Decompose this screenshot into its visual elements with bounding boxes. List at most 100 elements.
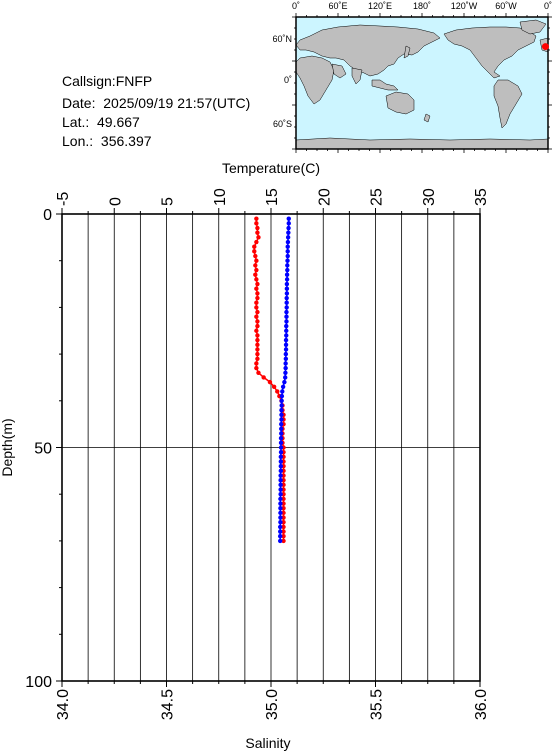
series-1-point [283, 351, 289, 357]
series-0-point [253, 272, 258, 277]
series-1-point [283, 347, 289, 352]
map-land-8 [443, 26, 537, 79]
station-marker [541, 43, 549, 51]
series-1-point [284, 291, 290, 296]
series-1-point [278, 463, 284, 469]
series-0-point [255, 347, 260, 352]
series-1-point [277, 538, 283, 544]
series-1-point [279, 421, 284, 427]
series-1-point [286, 216, 291, 221]
series-1-point [278, 477, 283, 483]
series-0-point [275, 389, 280, 394]
series-1-point [285, 249, 290, 254]
series-1-point [285, 263, 290, 268]
map-lon-label: 60˚E [328, 1, 347, 11]
series-0-point [255, 309, 260, 315]
series-0-point [254, 216, 259, 221]
left-axis-title: Depth(m) [0, 418, 15, 476]
series-1-point [277, 524, 283, 530]
series-1-point [283, 365, 288, 371]
series-1-point [278, 510, 283, 516]
map-land-11 [295, 137, 549, 150]
series-1-point [284, 333, 289, 338]
top-axis-tick-label: 35 [473, 188, 490, 206]
series-1-point [283, 337, 289, 343]
series-1-point [283, 356, 289, 361]
series-1-point [278, 440, 284, 446]
series-0-point [255, 342, 260, 347]
bottom-axis-tick-label: 34.0 [55, 689, 72, 720]
series-1-point [284, 305, 289, 310]
series-1-point [278, 501, 283, 506]
series-0-point [253, 253, 258, 259]
series-0-point [255, 291, 260, 296]
series-0-point [281, 524, 286, 530]
series-1-point [278, 473, 283, 478]
left-axis-tick-label: 0 [43, 207, 52, 224]
series-1-point [284, 300, 289, 305]
map-land-0 [295, 24, 441, 77]
series-0-point [252, 249, 257, 254]
series-1-point [284, 277, 290, 282]
series-0-point [255, 319, 260, 324]
top-axis-tick-label: 30 [421, 188, 438, 206]
series-0-point [281, 538, 286, 544]
series-1-point [278, 435, 284, 441]
series-0-point [281, 501, 286, 506]
series-0-point [254, 286, 259, 291]
series-1-point [286, 230, 291, 235]
series-1-point [284, 323, 289, 329]
map-lon-label: 0˚ [292, 1, 300, 11]
series-1-point [279, 412, 284, 418]
series-1-point [278, 506, 283, 511]
callsign-text: Callsign:FNFP [62, 73, 153, 89]
map-lon-label: 0˚ [544, 1, 552, 11]
series-0-point [254, 258, 259, 263]
series-1-point [279, 403, 284, 408]
map-land-4 [371, 79, 399, 91]
series-0-point [255, 225, 260, 231]
series-1-point [278, 496, 283, 502]
series-0-point [255, 281, 260, 287]
top-axis-tick-label: -5 [55, 192, 72, 206]
series-1-point [278, 449, 284, 455]
series-0-point [271, 384, 277, 389]
series-0-point [281, 510, 286, 516]
series-1-point [279, 407, 284, 413]
latitude-text: Lat.: 49.667 [62, 114, 140, 130]
series-1-point [285, 253, 290, 259]
bottom-axis-tick-label: 36.0 [473, 689, 490, 720]
series-1-point [284, 295, 289, 301]
series-1-point [285, 258, 290, 263]
location-map: 0˚ 60˚E 120˚E 180˚ 120˚W 60˚W 0˚ 60˚N 0˚ 60˚S [272, 1, 552, 153]
left-axis-tick-label: 50 [34, 441, 52, 458]
top-axis-tick-label: 10 [212, 188, 229, 206]
series-0-point [255, 351, 260, 357]
series-1-point [283, 370, 288, 375]
bottom-axis-tick-label: 35.5 [369, 689, 386, 720]
series-1-point [284, 309, 289, 315]
series-1-point [278, 445, 284, 450]
top-axis-tick-label: 0 [107, 197, 124, 206]
series-0-line [253, 218, 285, 541]
map-lat-label: 0˚ [284, 75, 292, 85]
series-0-point [254, 314, 259, 319]
series-0-point [261, 375, 266, 380]
map-lon-label: 180˚ [413, 1, 431, 11]
series-0-point [255, 323, 260, 329]
series-1-point [280, 384, 286, 389]
date-text: Date: 2025/09/19 21:57(UTC) [62, 95, 251, 111]
series-1-point [285, 244, 290, 249]
series-1-point [278, 487, 283, 492]
top-axis-tick-label: 20 [316, 188, 333, 206]
series-0-point [254, 300, 259, 305]
series-1-point [285, 267, 290, 273]
top-axis-tick-label: 25 [369, 188, 386, 206]
series-1-point [285, 239, 291, 245]
bottom-axis-title: Salinity [245, 735, 290, 751]
map-land-2 [331, 63, 347, 79]
series-1-point [277, 534, 283, 539]
series-0-point [252, 244, 257, 249]
series-0-point [281, 520, 286, 525]
